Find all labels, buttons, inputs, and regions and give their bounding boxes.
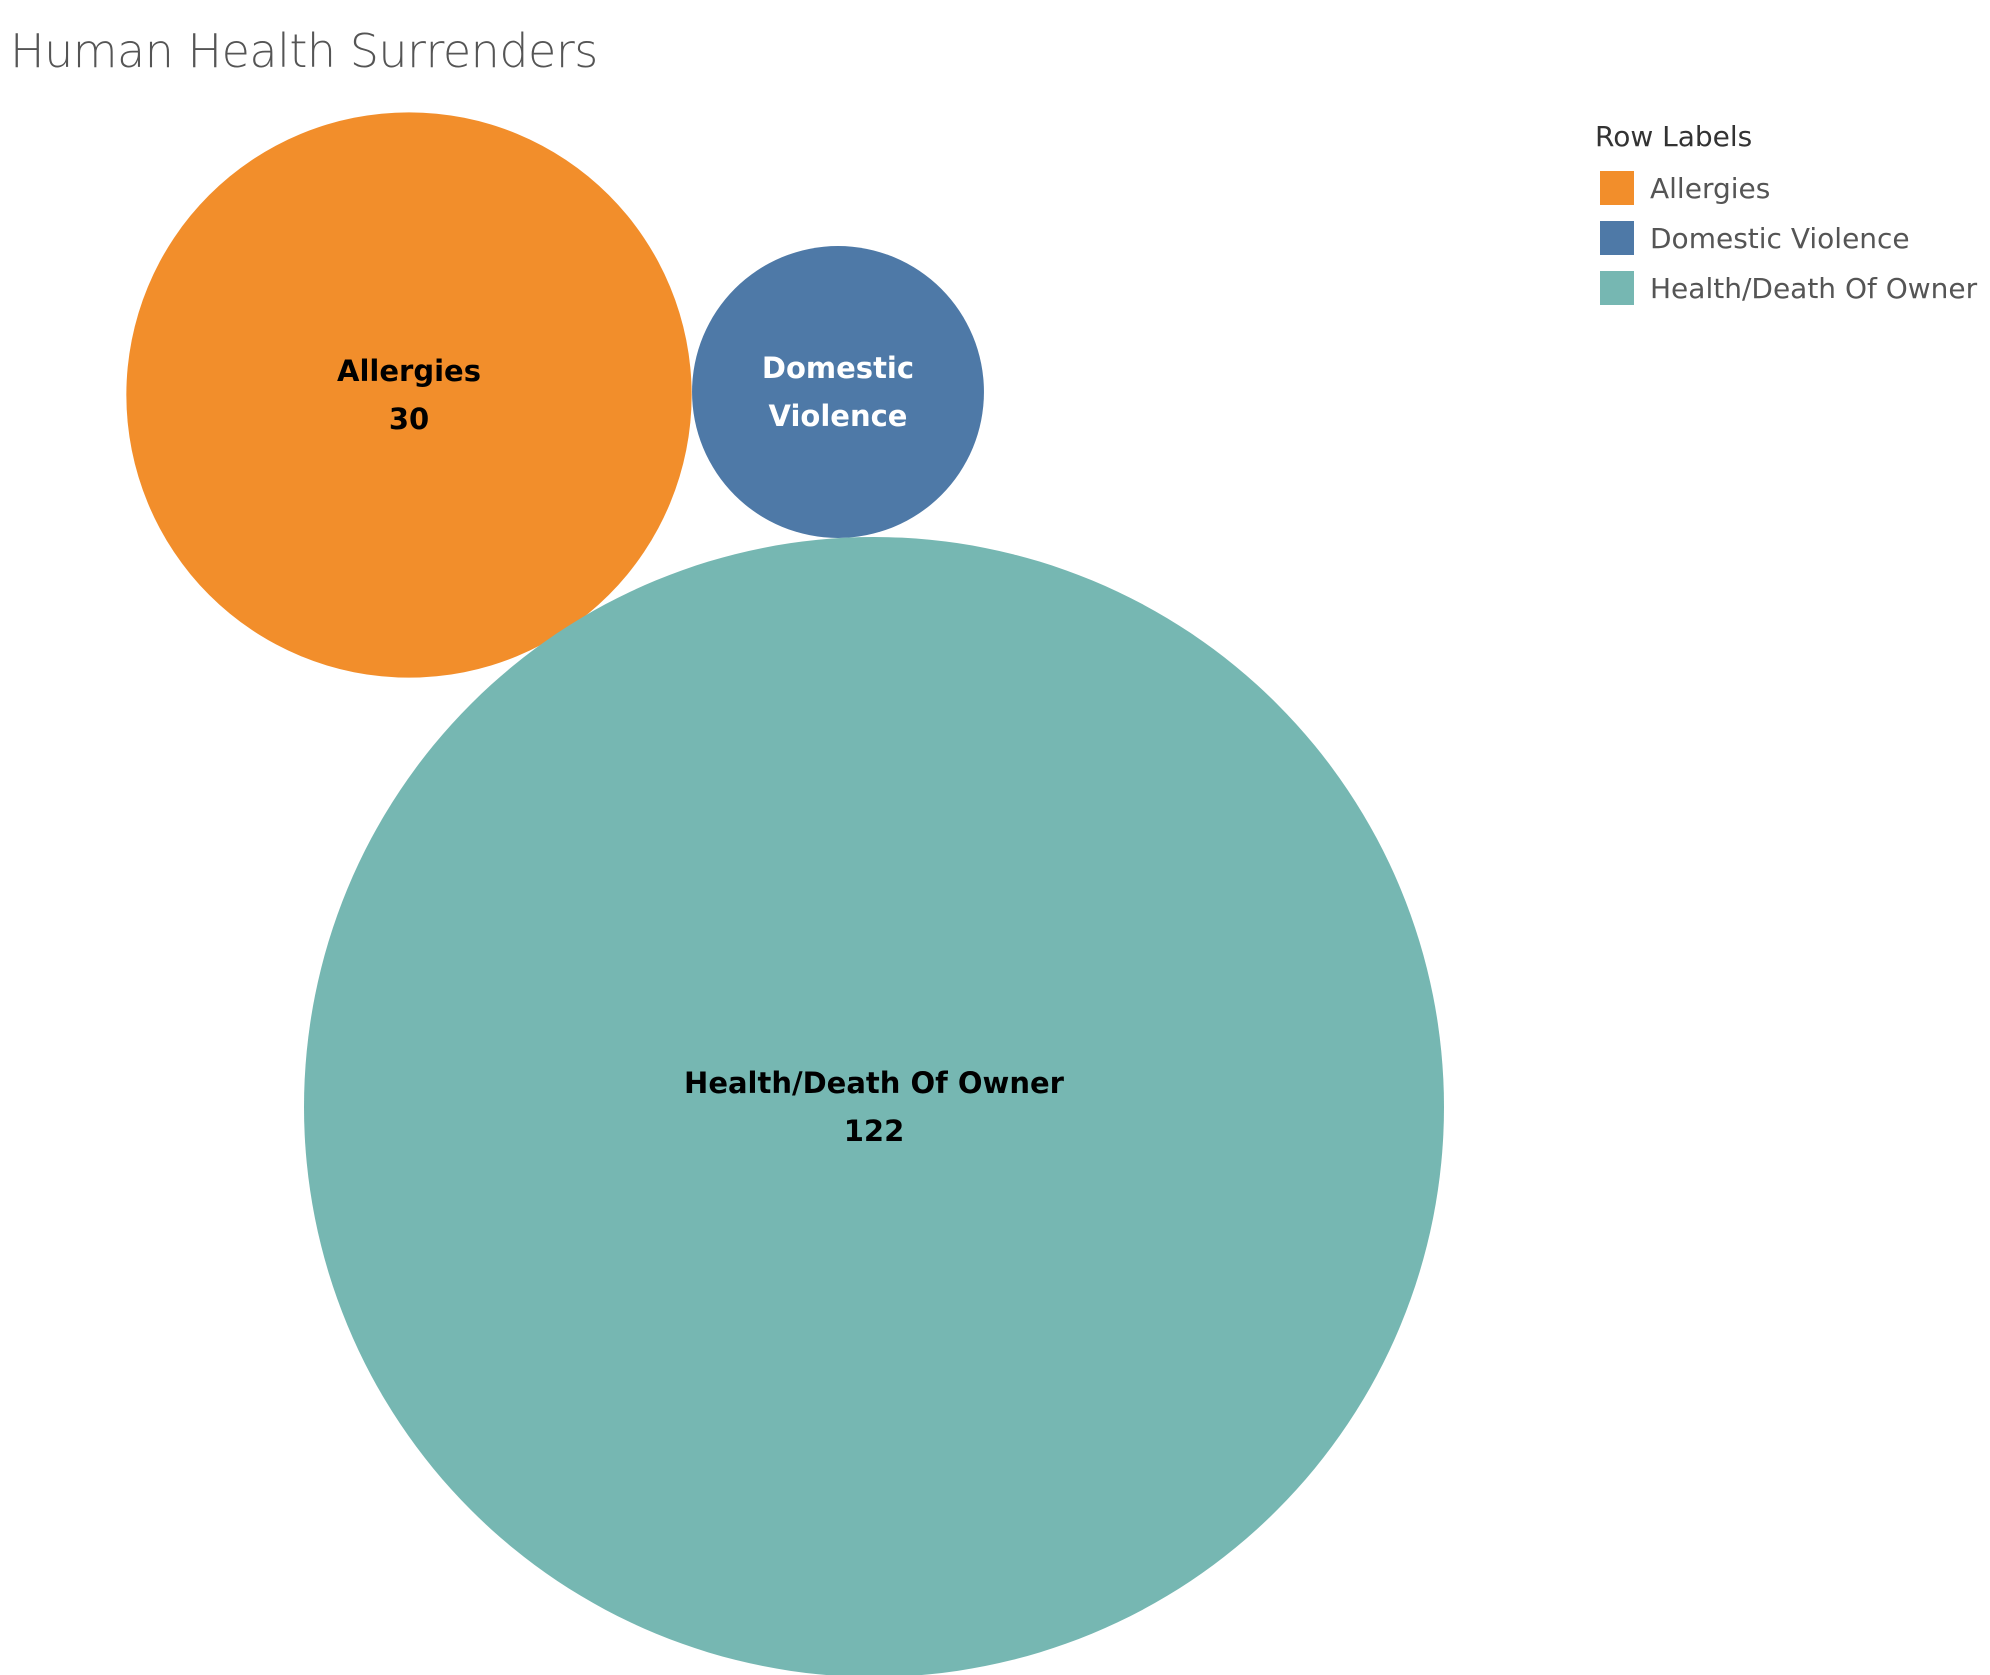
bubble-label-health-death-of-owner-0: Health/Death Of Owner <box>684 1066 1065 1100</box>
legend-label-domestic-violence: Domestic Violence <box>1650 221 1910 255</box>
bubble-value-health-death-of-owner: 122 <box>844 1114 905 1148</box>
bubble-health-death-of-owner[interactable] <box>304 537 1444 1675</box>
bubble-label-domestic-violence-0: Domestic <box>762 351 914 385</box>
bubble-label-allergies-0: Allergies <box>337 354 481 388</box>
legend-swatch-domestic-violence <box>1600 221 1634 255</box>
legend-title: Row Labels <box>1595 120 1753 153</box>
legend-label-health-death-of-owner: Health/Death Of Owner <box>1650 271 1978 305</box>
legend-item-allergies[interactable]: Allergies <box>1595 163 1977 213</box>
legend-swatch-health-death-of-owner <box>1600 271 1634 305</box>
legend-item-domestic-violence[interactable]: Domestic Violence <box>1595 213 1977 263</box>
chart-title: Human Health Surrenders <box>10 24 598 78</box>
bubble-domestic-violence[interactable] <box>692 246 984 538</box>
legend-label-allergies: Allergies <box>1650 171 1771 205</box>
legend-swatch-allergies <box>1600 171 1634 205</box>
bubble-value-allergies: 30 <box>389 402 429 436</box>
bubble-allergies[interactable] <box>126 112 692 678</box>
legend-item-health-death-of-owner[interactable]: Health/Death Of Owner <box>1595 263 1977 313</box>
bubble-label-domestic-violence-1: Violence <box>769 399 908 433</box>
legend: Row Labels Allergies Domestic Violence H… <box>1595 120 1977 313</box>
